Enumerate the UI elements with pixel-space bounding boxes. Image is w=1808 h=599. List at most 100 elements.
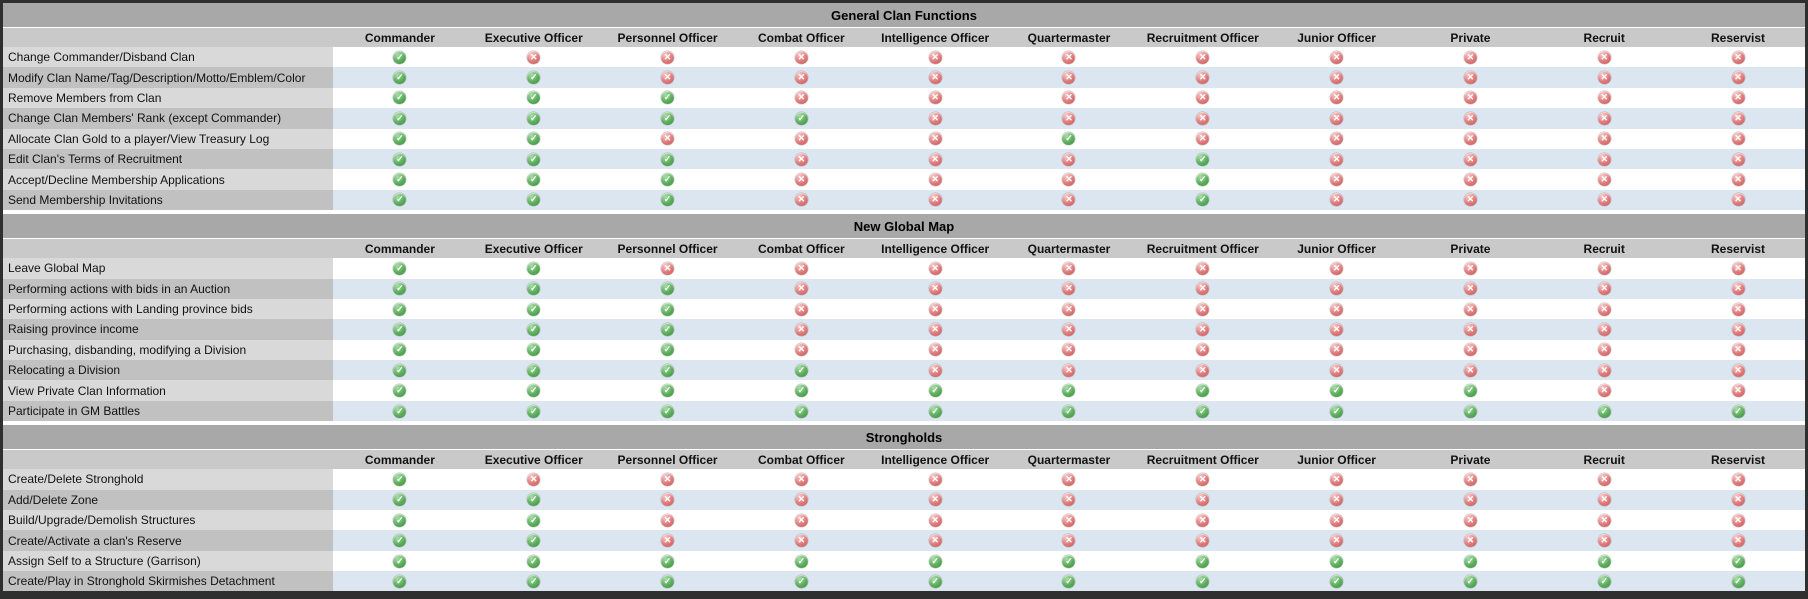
permission-cell: ✓ <box>466 380 601 401</box>
permission-cell: ✓ <box>600 550 735 572</box>
cross-circle-icon: ✕ <box>928 493 942 507</box>
check-circle-icon: ✓ <box>393 132 407 146</box>
permission-cell: ✓ <box>466 400 601 422</box>
check-circle-icon: ✓ <box>1463 574 1477 588</box>
permission-cell: ✕ <box>1671 148 1805 170</box>
cross-circle-icon: ✕ <box>1731 322 1745 336</box>
permission-cell: ✕ <box>1403 169 1538 190</box>
check-circle-icon: ✓ <box>1196 173 1210 187</box>
permission-cell: ✕ <box>1135 319 1270 340</box>
cross-circle-icon: ✕ <box>1463 193 1477 207</box>
permission-cell: ✕ <box>1002 489 1136 511</box>
permission-cell: ✕ <box>1269 258 1404 279</box>
permission-cell: ✓ <box>600 148 735 170</box>
column-header: Commander <box>364 30 435 45</box>
permission-cell: ✓ <box>333 87 467 109</box>
check-circle-icon: ✓ <box>1731 554 1745 568</box>
permission-cell: ✓ <box>333 571 467 591</box>
column-header: Recruitment Officer <box>1146 452 1259 467</box>
cross-circle-icon: ✕ <box>527 50 541 64</box>
cross-circle-icon: ✕ <box>794 343 808 357</box>
check-circle-icon: ✓ <box>1062 132 1076 146</box>
permission-cell: ✕ <box>1537 128 1672 149</box>
cross-circle-icon: ✕ <box>661 534 675 548</box>
permission-cell: ✕ <box>1135 128 1270 149</box>
check-circle-icon: ✓ <box>393 282 407 296</box>
check-circle-icon: ✓ <box>527 132 541 146</box>
permission-cell: ✕ <box>1671 47 1805 68</box>
permission-cell: ✓ <box>466 510 601 531</box>
permission-cell: ✕ <box>1671 278 1805 299</box>
column-header: Commander <box>364 241 435 256</box>
column-header: Personnel Officer <box>617 241 718 256</box>
cross-circle-icon: ✕ <box>928 152 942 166</box>
row-label: Modify Clan Name/Tag/Description/Motto/E… <box>3 67 333 88</box>
permission-cell: ✕ <box>734 469 869 490</box>
permission-cell: ✓ <box>1002 380 1136 401</box>
cross-circle-icon: ✕ <box>1330 363 1344 377</box>
permission-cell: ✓ <box>1135 550 1270 572</box>
permission-cell: ✕ <box>1269 278 1404 299</box>
cross-circle-icon: ✕ <box>1597 493 1611 507</box>
check-circle-icon: ✓ <box>1196 193 1210 207</box>
permission-cell: ✕ <box>1135 489 1270 511</box>
column-header: Executive Officer <box>484 241 583 256</box>
column-header: Combat Officer <box>758 452 845 467</box>
cross-circle-icon: ✕ <box>794 193 808 207</box>
cross-circle-icon: ✕ <box>1196 111 1210 125</box>
permission-cell: ✕ <box>868 189 1003 211</box>
check-circle-icon: ✓ <box>1062 554 1076 568</box>
permission-cell: ✕ <box>1671 108 1805 129</box>
cross-circle-icon: ✕ <box>1597 322 1611 336</box>
check-circle-icon: ✓ <box>393 50 407 64</box>
row-label: Build/Upgrade/Demolish Structures <box>3 510 333 531</box>
cross-circle-icon: ✕ <box>1062 472 1076 486</box>
cross-circle-icon: ✕ <box>1463 322 1477 336</box>
column-header: Executive Officer <box>484 452 583 467</box>
column-header: Combat Officer <box>758 30 845 45</box>
cross-circle-icon: ✕ <box>928 282 942 296</box>
row-label: Performing actions with bids in an Aucti… <box>3 278 333 299</box>
table-row: Change Clan Members' Rank (except Comman… <box>3 108 1805 129</box>
check-circle-icon: ✓ <box>661 384 675 398</box>
cross-circle-icon: ✕ <box>1330 132 1344 146</box>
permission-cell: ✕ <box>1537 87 1672 109</box>
permission-cell: ✓ <box>600 278 735 299</box>
table-row: Purchasing, disbanding, modifying a Divi… <box>3 339 1805 361</box>
cross-circle-icon: ✕ <box>1330 71 1344 85</box>
permission-cell: ✓ <box>333 550 467 572</box>
permission-cell: ✕ <box>1537 319 1672 340</box>
check-circle-icon: ✓ <box>928 574 942 588</box>
permission-cell: ✕ <box>734 67 869 88</box>
cross-circle-icon: ✕ <box>661 261 675 275</box>
permission-cell: ✕ <box>734 298 869 320</box>
permission-cell: ✓ <box>868 400 1003 422</box>
check-circle-icon: ✓ <box>393 363 407 377</box>
permission-cell: ✓ <box>1002 128 1136 149</box>
permission-cell: ✓ <box>600 189 735 211</box>
permission-cell: ✓ <box>1269 571 1404 591</box>
cross-circle-icon: ✕ <box>1731 302 1745 316</box>
row-label: Add/Delete Zone <box>3 489 333 511</box>
cross-circle-icon: ✕ <box>1330 50 1344 64</box>
permission-cell: ✕ <box>1403 469 1538 490</box>
permission-cell: ✕ <box>734 530 869 551</box>
permission-cell: ✕ <box>734 169 869 190</box>
cross-circle-icon: ✕ <box>1330 343 1344 357</box>
permission-cell: ✓ <box>600 298 735 320</box>
cross-circle-icon: ✕ <box>1196 50 1210 64</box>
permission-cell: ✓ <box>466 339 601 361</box>
permission-cell: ✕ <box>1269 169 1404 190</box>
check-circle-icon: ✓ <box>1463 384 1477 398</box>
permission-cell: ✕ <box>1135 469 1270 490</box>
check-circle-icon: ✓ <box>1330 404 1344 418</box>
section-title: New Global Map <box>3 214 1805 239</box>
cross-circle-icon: ✕ <box>1330 193 1344 207</box>
divider <box>3 238 1805 240</box>
row-label: Accept/Decline Membership Applications <box>3 169 333 190</box>
cross-circle-icon: ✕ <box>1597 261 1611 275</box>
permission-cell: ✓ <box>734 108 869 129</box>
cross-circle-icon: ✕ <box>794 493 808 507</box>
permission-cell: ✓ <box>1269 380 1404 401</box>
check-circle-icon: ✓ <box>661 193 675 207</box>
